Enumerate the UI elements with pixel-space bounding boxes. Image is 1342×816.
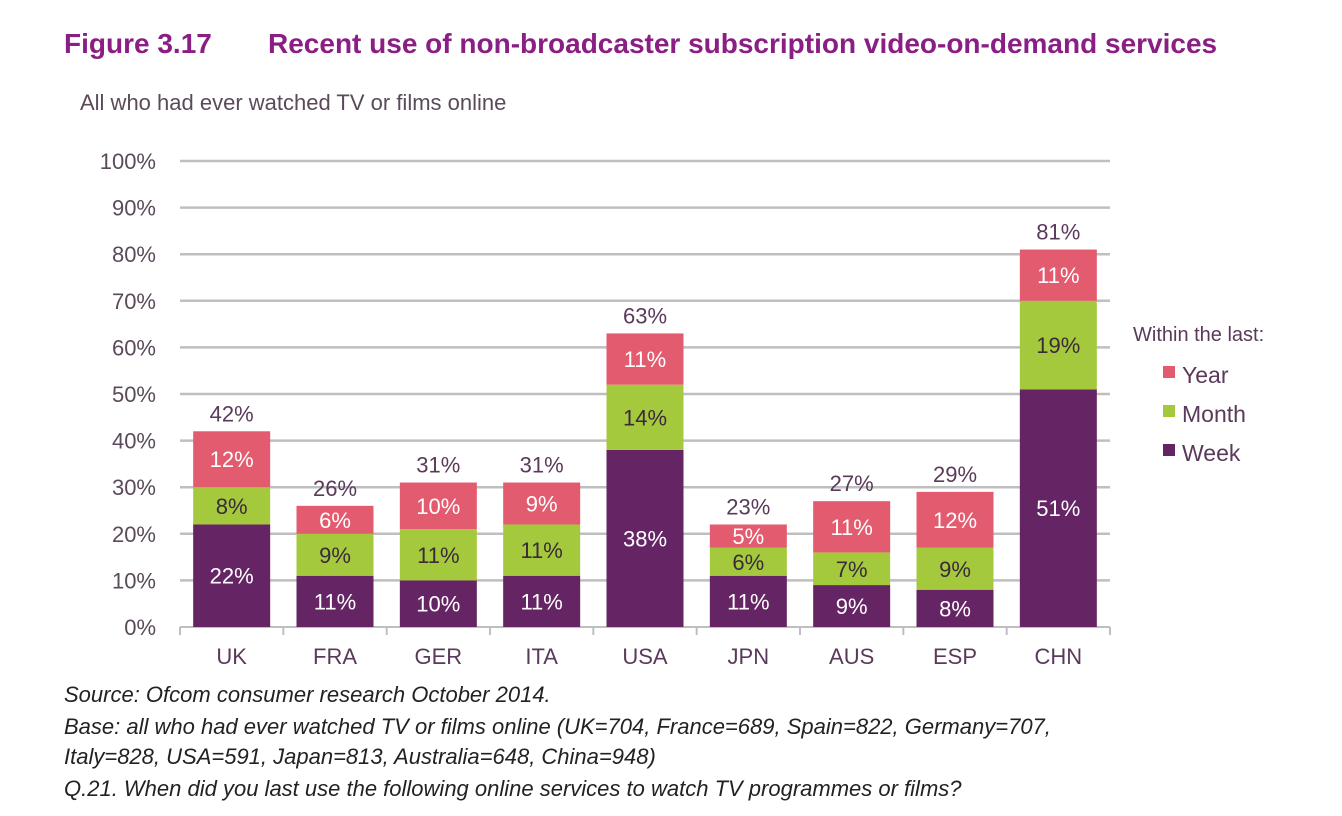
bar-month-chn [1019, 300, 1097, 390]
data-label-year: 10% [416, 494, 460, 519]
data-label-week: 9% [836, 594, 868, 619]
x-tick-label: ITA [525, 644, 558, 669]
x-tick-label: UK [216, 644, 247, 669]
data-label-month: 19% [1036, 333, 1080, 358]
data-label-week: 22% [210, 564, 254, 589]
bar-month-esp [916, 547, 994, 590]
legend-title: Within the last: [1133, 324, 1264, 346]
data-label-week: 38% [623, 526, 667, 551]
total-label: 26% [313, 476, 357, 501]
y-tick-label: 60% [112, 335, 156, 360]
data-label-year: 6% [319, 508, 351, 533]
bar-week-ger [399, 580, 477, 627]
data-label-week: 10% [416, 592, 460, 617]
bar-year-fra [296, 505, 374, 534]
y-tick-label: 70% [112, 289, 156, 314]
bar-year-jpn [709, 524, 787, 548]
bar-week-ita [503, 575, 581, 627]
bar-week-chn [1019, 389, 1097, 627]
data-label-week: 8% [939, 596, 971, 621]
source-note: Source: Ofcom consumer research October … [64, 682, 551, 707]
chart-subtitle: All who had ever watched TV or films onl… [80, 90, 507, 115]
bar-year-usa [606, 333, 684, 385]
legend-swatch-week [1163, 444, 1175, 456]
data-label-week: 51% [1036, 496, 1080, 521]
base-note-line-1: Base: all who had ever watched TV or fil… [64, 714, 1051, 739]
data-label-year: 11% [830, 515, 872, 540]
total-label: 81% [1036, 220, 1080, 245]
x-tick-label: FRA [313, 644, 357, 669]
total-label: 29% [933, 462, 977, 487]
legend-swatch-year [1163, 366, 1175, 378]
bar-month-uk [193, 487, 271, 525]
bar-week-aus [813, 585, 891, 627]
y-tick-label: 40% [112, 429, 156, 454]
bar-year-aus [813, 501, 891, 553]
data-label-month: 8% [216, 494, 248, 519]
bar-month-aus [813, 552, 891, 586]
bar-year-uk [193, 431, 271, 488]
x-tick-label: CHN [1034, 644, 1082, 669]
figure-title: Recent use of non-broadcaster subscripti… [268, 28, 1218, 59]
y-tick-label: 0% [124, 615, 156, 640]
base-note-line-2: Italy=828, USA=591, Japan=813, Australia… [64, 744, 656, 769]
y-tick-label: 100% [100, 149, 156, 174]
bar-week-esp [916, 589, 994, 627]
legend-swatch-month [1163, 405, 1175, 417]
x-tick-label: ESP [933, 644, 977, 669]
data-label-week: 11% [314, 589, 356, 614]
question-note: Q.21. When did you last use the followin… [64, 776, 962, 801]
total-label: 31% [520, 453, 564, 478]
data-label-month: 11% [417, 543, 459, 568]
y-tick-label: 10% [112, 568, 156, 593]
data-label-year: 9% [526, 492, 558, 517]
bar-week-uk [193, 524, 271, 627]
legend-label-year: Year [1182, 362, 1229, 388]
data-label-month: 6% [732, 550, 764, 575]
bar-year-chn [1019, 249, 1097, 301]
data-label-year: 12% [933, 508, 977, 533]
x-tick-label: JPN [728, 644, 770, 669]
data-label-month: 7% [836, 557, 868, 582]
data-label-month: 11% [520, 538, 562, 563]
bar-week-jpn [709, 575, 787, 627]
bar-year-ger [399, 482, 477, 530]
y-tick-label: 80% [112, 242, 156, 267]
total-label: 27% [830, 471, 874, 496]
total-label: 23% [726, 494, 770, 519]
y-tick-label: 20% [112, 522, 156, 547]
data-label-year: 11% [624, 347, 666, 372]
data-label-month: 14% [623, 405, 667, 430]
bar-year-ita [503, 482, 581, 525]
data-label-year: 5% [732, 524, 764, 549]
total-label: 31% [416, 453, 460, 478]
x-tick-label: GER [414, 644, 462, 669]
figure-number: Figure 3.17 [64, 28, 212, 59]
stacked-bar-chart: 0% 10% 20% 30% 40% 50% 60% 70% 80% 90% 100% 22% 8% 12… [100, 149, 1264, 669]
data-label-year: 11% [1037, 263, 1079, 288]
bar-month-ger [399, 529, 477, 581]
bar-week-usa [606, 449, 684, 627]
x-tick-label: USA [622, 644, 668, 669]
data-label-year: 12% [210, 447, 254, 472]
data-label-month: 9% [939, 557, 971, 582]
x-tick-label: AUS [829, 644, 874, 669]
data-label-week: 11% [520, 589, 562, 614]
bar-month-fra [296, 533, 374, 576]
bar-month-ita [503, 524, 581, 576]
y-tick-label: 90% [112, 196, 156, 221]
y-tick-label: 30% [112, 475, 156, 500]
data-label-month: 9% [319, 543, 351, 568]
total-label: 63% [623, 303, 667, 328]
bar-month-jpn [709, 547, 787, 576]
bar-year-esp [916, 491, 994, 548]
total-label: 42% [210, 401, 254, 426]
bar-week-fra [296, 575, 374, 627]
legend-label-month: Month [1182, 401, 1246, 427]
data-label-week: 11% [727, 589, 769, 614]
legend-label-week: Week [1182, 440, 1241, 466]
y-tick-label: 50% [112, 382, 156, 407]
bar-month-usa [606, 384, 684, 450]
